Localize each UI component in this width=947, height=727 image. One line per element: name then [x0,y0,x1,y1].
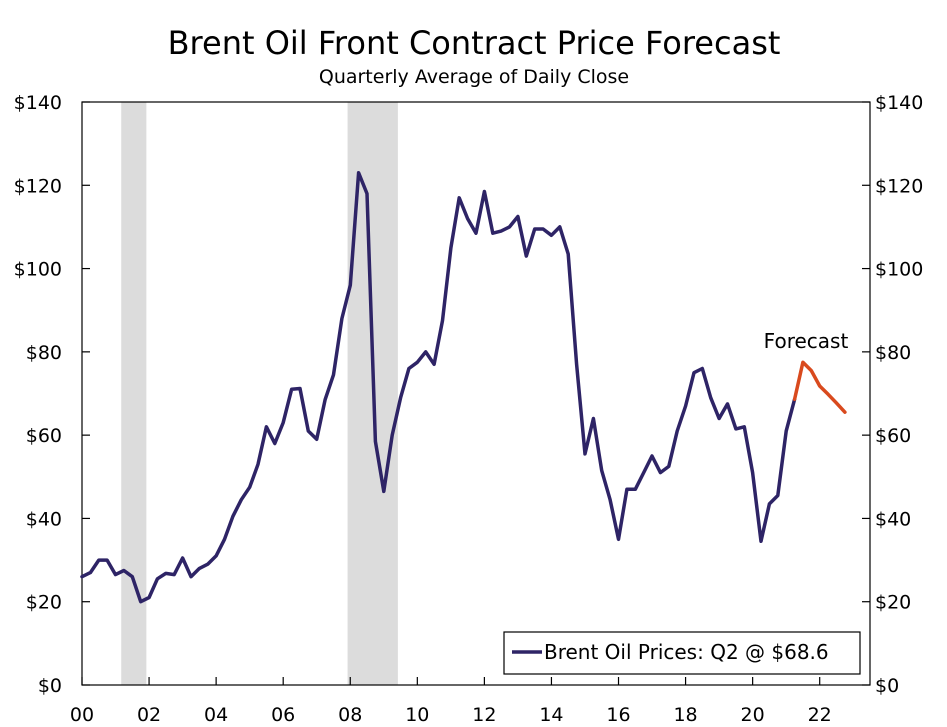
chart-subtitle: Quarterly Average of Daily Close [319,66,629,88]
y-tick-label-left: $140 [14,92,62,114]
y-tick-label-right: $120 [875,175,923,197]
x-tick-label: 06 [271,704,295,726]
y-tick-label-right: $0 [875,675,899,697]
series-line-brent [80,171,797,604]
legend-box [503,631,861,675]
y-tick-label-right: $100 [875,259,923,281]
x-tick-label: 08 [338,704,362,726]
x-tick-label: 20 [741,704,765,726]
x-tick-label: 16 [606,704,630,726]
x-tick-label: 02 [137,704,161,726]
series-line-forecast [792,360,847,414]
legend-label: Brent Oil Prices: Q2 @ $68.6 [544,640,829,664]
y-tick-label-left: $100 [14,259,62,281]
y-tick-label-left: $0 [38,675,62,697]
forecast-annotation: Forecast [764,329,849,353]
y-tick-label-left: $20 [26,592,62,614]
x-tick-label: 18 [673,704,697,726]
y-tick-label-right: $80 [875,342,911,364]
x-tick-label: 10 [405,704,429,726]
y-tick-label-right: $140 [875,92,923,114]
series-lines [80,171,847,604]
recession-band-1 [121,102,147,685]
y-tick-label-left: $40 [26,508,62,530]
y-tick-label-left: $60 [26,425,62,447]
y-tick-label-right: $40 [875,508,911,530]
chart-title: Brent Oil Front Contract Price Forecast [168,24,781,62]
y-tick-label-right: $20 [875,592,911,614]
y-tick-label-left: $80 [26,342,62,364]
axis-ticks: $0 $0 $20 $20 $40 $40 $60 $60 $80 $80 $100 $100 $120… [14,92,924,726]
x-tick-label: 04 [204,704,228,726]
x-tick-label: 14 [539,704,563,726]
x-tick-label: 00 [70,704,94,726]
x-tick-label: 12 [472,704,496,726]
y-tick-label-left: $120 [14,175,62,197]
y-tick-label-right: $60 [875,425,911,447]
x-tick-label: 22 [808,704,832,726]
legend: Brent Oil Prices: Q2 @ $68.6 [503,631,861,675]
plot-frame [81,101,871,686]
